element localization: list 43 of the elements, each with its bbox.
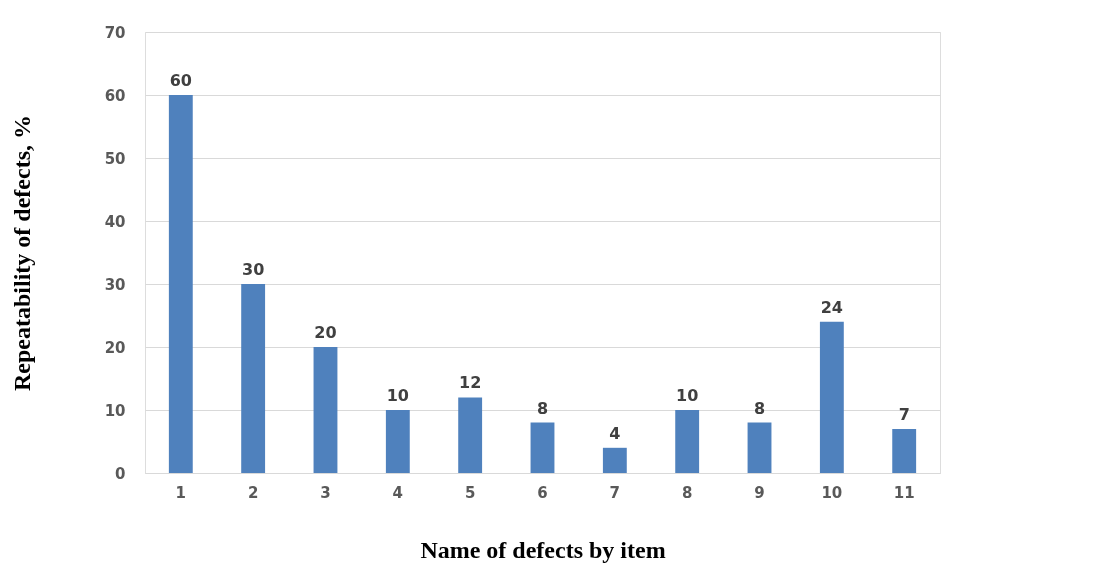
x-tick-label: 10	[821, 483, 843, 502]
data-label: 7	[898, 404, 910, 424]
data-label: 30	[242, 260, 265, 279]
x-tick-label: 11	[893, 483, 915, 502]
y-tick-label: 0	[115, 464, 126, 483]
x-tick-label: 6	[537, 483, 548, 502]
x-tick-label: 7	[609, 483, 621, 502]
x-tick-label: 5	[464, 483, 476, 502]
data-label: 20	[314, 323, 337, 342]
data-label: 24	[820, 297, 843, 317]
y-tick-label: 50	[104, 149, 126, 168]
data-label: 4	[609, 423, 621, 443]
bar	[892, 428, 917, 473]
data-label: 60	[169, 71, 192, 90]
data-label: 10	[676, 386, 699, 405]
y-tick-label: 30	[104, 275, 126, 294]
bar	[385, 410, 410, 473]
y-tick-label: 70	[104, 23, 126, 42]
y-tick-label: 60	[104, 86, 126, 105]
bar	[458, 397, 483, 473]
x-tick-label: 9	[754, 483, 765, 502]
data-label: 8	[536, 398, 549, 418]
data-label: 8	[753, 398, 766, 418]
bar	[602, 447, 627, 473]
data-label: 12	[459, 373, 482, 393]
data-label: 10	[386, 386, 409, 405]
x-tick-label: 2	[247, 483, 259, 502]
bar	[747, 422, 772, 473]
x-tick-label: 4	[392, 483, 404, 502]
y-tick-label: 40	[104, 212, 126, 231]
bar	[241, 284, 266, 473]
x-tick-label: 8	[681, 483, 693, 502]
bar	[675, 410, 700, 473]
y-axis-title: Repeatability of defects, %	[8, 115, 35, 391]
bar	[530, 422, 555, 473]
x-tick-label: 3	[320, 483, 331, 502]
x-axis-title: Name of defects by item	[420, 536, 666, 563]
x-tick-label: 1	[175, 483, 187, 502]
y-tick-label: 20	[104, 338, 126, 357]
y-tick-label: 10	[104, 401, 126, 420]
bar	[819, 321, 844, 473]
bar	[168, 95, 193, 473]
bar	[313, 347, 338, 473]
